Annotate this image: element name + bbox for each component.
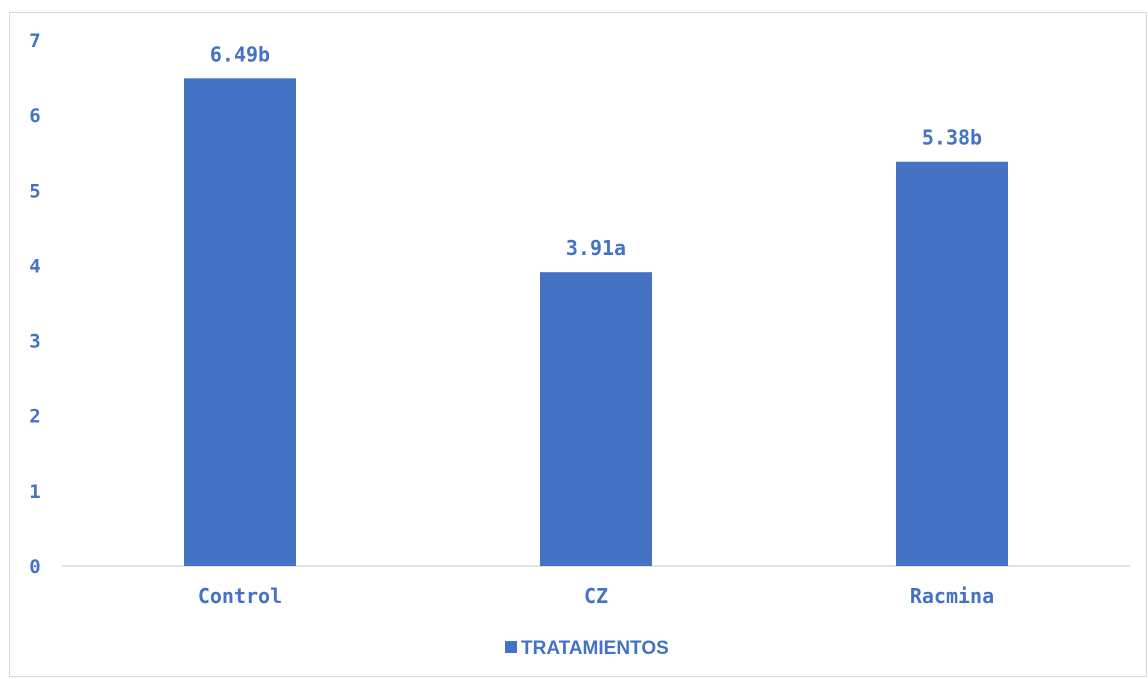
legend-label: TRATAMIENTOS [521,638,669,659]
y-tick-label: 6 [29,105,40,127]
y-tick-label: 5 [29,180,40,202]
data-label: 5.38b [922,126,982,150]
data-labels: 6.49b 3.91a 5.38b [210,42,982,260]
x-category-label: CZ [584,584,608,608]
bar [540,272,652,566]
y-tick-label: 7 [29,30,40,52]
y-tick-label: 0 [29,556,40,578]
data-label: 3.91a [566,236,626,260]
bar [184,78,296,566]
y-tick-label: 2 [29,406,40,428]
x-category-label: Racmina [910,584,994,608]
y-tick-label: 3 [29,331,40,353]
legend: TRATAMIENTOS [505,638,669,659]
bars [184,78,1008,566]
x-axis-categories: Control CZ Racmina [198,584,994,608]
x-category-label: Control [198,584,282,608]
y-tick-label: 4 [29,255,40,277]
legend-swatch [505,641,517,653]
y-tick-label: 1 [29,481,40,503]
bar [896,161,1008,566]
data-label: 6.49b [210,42,270,66]
y-axis-ticks: 0 1 2 3 4 5 6 7 [29,30,40,578]
